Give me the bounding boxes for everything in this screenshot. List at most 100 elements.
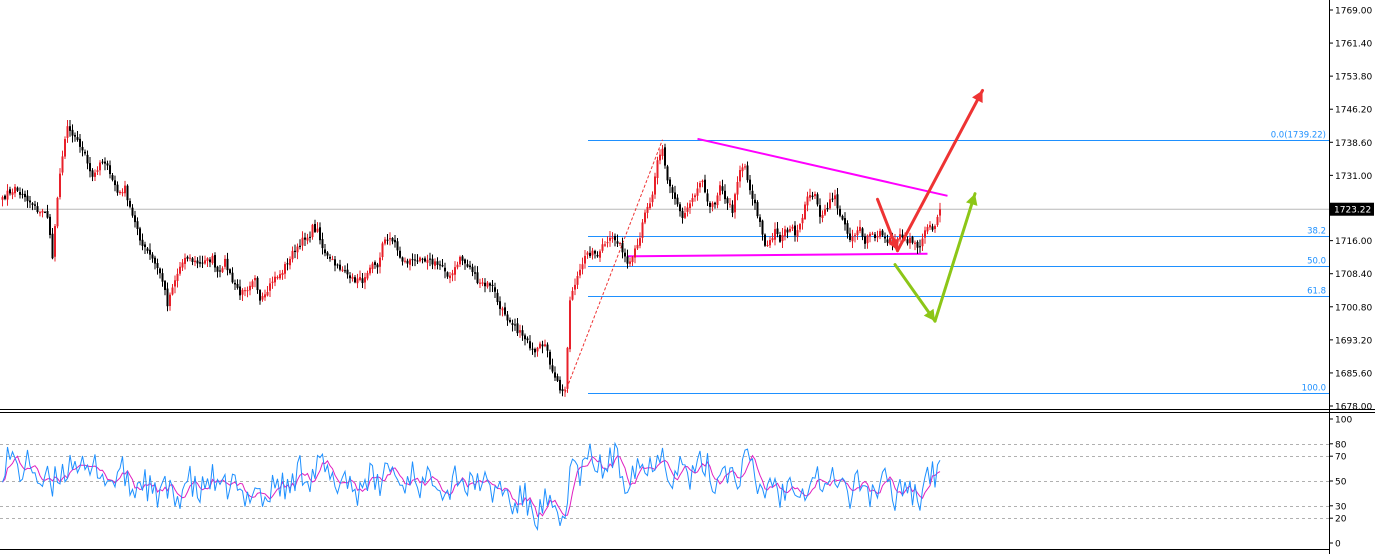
bear-candle bbox=[624, 252, 626, 257]
bull-candle bbox=[936, 216, 939, 225]
bear-candle bbox=[51, 233, 54, 259]
bear-candle bbox=[704, 179, 706, 193]
bull-candle bbox=[206, 258, 209, 261]
bull-candle bbox=[909, 237, 911, 244]
bear-candle bbox=[236, 283, 239, 288]
bear-candle bbox=[374, 262, 376, 265]
bull-candle bbox=[14, 186, 16, 194]
bull-candle bbox=[771, 238, 774, 241]
bull-candle bbox=[6, 190, 9, 200]
bull-candle bbox=[59, 173, 61, 198]
bull-candle bbox=[331, 259, 334, 261]
bear-candle bbox=[674, 192, 676, 199]
bear-candle bbox=[219, 270, 221, 272]
bull-candle bbox=[479, 282, 481, 284]
bear-candle bbox=[861, 228, 864, 237]
bear-candle bbox=[239, 286, 241, 296]
bear-candle bbox=[446, 272, 449, 277]
bull-candle bbox=[769, 240, 771, 246]
bull-candle bbox=[784, 229, 786, 236]
bear-candle bbox=[49, 216, 51, 236]
drawn-objects[interactable] bbox=[564, 137, 948, 394]
bull-candle bbox=[899, 234, 901, 240]
bear-candle bbox=[16, 187, 19, 191]
bull-candle bbox=[296, 246, 299, 253]
bear-candle bbox=[161, 273, 164, 282]
bull-candle bbox=[696, 188, 699, 196]
bull-candle bbox=[781, 235, 784, 242]
oscillator-main-line bbox=[2, 441, 941, 532]
bull-candle bbox=[851, 236, 854, 242]
bull-candle bbox=[274, 276, 276, 283]
bull-candle bbox=[419, 257, 421, 262]
bear-candle bbox=[474, 272, 476, 274]
bull-candle bbox=[1, 197, 4, 200]
bear-candle bbox=[556, 376, 559, 381]
bull-candle bbox=[821, 215, 824, 218]
bull-candle bbox=[261, 296, 264, 300]
bull-candle bbox=[289, 258, 291, 266]
bear-candle bbox=[469, 265, 471, 268]
bull-candle bbox=[829, 199, 831, 209]
bull-candle bbox=[454, 267, 456, 275]
bear-candle bbox=[816, 194, 819, 205]
bull-candle bbox=[271, 281, 274, 283]
oscillator-levels bbox=[0, 444, 1329, 519]
bear-candle bbox=[149, 249, 151, 255]
resistance-trendline bbox=[697, 137, 948, 197]
price-tick-label: 1769.00 bbox=[1335, 7, 1372, 17]
bear-candle bbox=[436, 261, 439, 265]
bear-candle bbox=[461, 256, 464, 261]
bear-candle bbox=[886, 239, 889, 243]
bull-candle bbox=[11, 192, 14, 195]
price-tick-label: 1761.40 bbox=[1335, 40, 1372, 50]
bear-candle bbox=[31, 203, 34, 205]
bear-candle bbox=[76, 137, 79, 140]
bear-candle bbox=[126, 185, 129, 201]
bear-candle bbox=[104, 161, 106, 164]
bull-candle bbox=[646, 206, 649, 213]
bull-candle bbox=[99, 162, 101, 171]
bear-candle bbox=[101, 161, 104, 163]
bull-candle bbox=[371, 263, 374, 270]
bull-candle bbox=[639, 238, 641, 246]
bear-candle bbox=[931, 226, 934, 230]
bullish-arrow-head bbox=[972, 90, 983, 104]
scenario-arrows[interactable] bbox=[876, 89, 984, 323]
bear-candle bbox=[86, 154, 89, 164]
bull-candle bbox=[766, 244, 769, 246]
bear-candle bbox=[376, 264, 379, 268]
bear-candle bbox=[81, 146, 84, 151]
bear-candle bbox=[549, 351, 551, 365]
bear-candle bbox=[256, 277, 259, 291]
bull-candle bbox=[61, 156, 64, 173]
bear-candle bbox=[499, 301, 501, 309]
fibonacci-retracement[interactable]: 0.0(1739.22) 38.2 50.0 61.8 100.0 bbox=[0, 131, 1329, 394]
bull-candle bbox=[276, 276, 279, 279]
bear-candle bbox=[319, 227, 321, 241]
bear-candle bbox=[294, 250, 296, 252]
bull-candle bbox=[729, 203, 731, 205]
bear-candle bbox=[286, 263, 289, 265]
bear-candle bbox=[154, 257, 156, 264]
bear-candle bbox=[129, 200, 131, 207]
bull-candle bbox=[204, 260, 206, 264]
bull-candle bbox=[859, 226, 861, 232]
bull-candle bbox=[929, 225, 931, 228]
bull-candle bbox=[434, 261, 436, 266]
bear-candle bbox=[361, 278, 364, 284]
bear-candle bbox=[216, 266, 219, 272]
price-tick-label: 1731.00 bbox=[1335, 172, 1372, 182]
bull-candle bbox=[264, 294, 266, 298]
bear-candle bbox=[559, 379, 561, 391]
bull-candle bbox=[169, 294, 171, 307]
bear-candle bbox=[721, 186, 724, 191]
bear-candle bbox=[334, 259, 336, 266]
bear-candle bbox=[394, 239, 396, 243]
bear-candle bbox=[199, 262, 201, 264]
bear-candle bbox=[464, 259, 466, 264]
bear-candle bbox=[424, 258, 426, 262]
bull-candle bbox=[211, 255, 214, 264]
current-price-box bbox=[1330, 202, 1374, 216]
bull-candle bbox=[39, 212, 41, 214]
